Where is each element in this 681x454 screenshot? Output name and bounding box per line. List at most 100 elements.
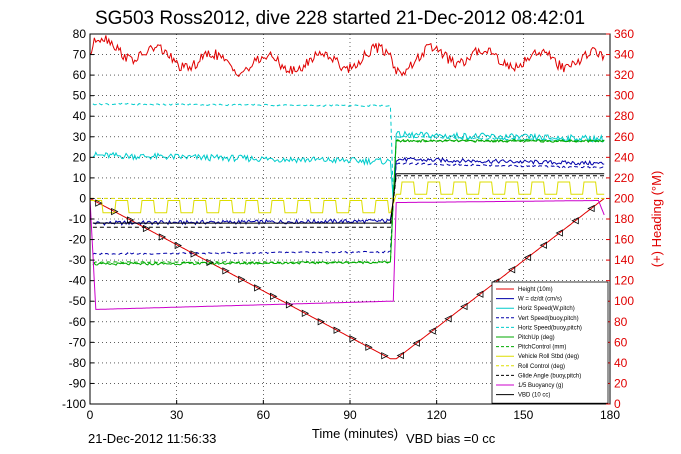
height-marker: [174, 241, 183, 250]
y2-tick-label: 160: [614, 233, 634, 247]
height-marker: [587, 204, 595, 213]
height-marker: [523, 253, 532, 262]
y-tick-label: -70: [69, 335, 87, 349]
legend-box: [491, 281, 609, 404]
y-tick-label: 40: [73, 109, 87, 123]
y2-tick-label: 120: [614, 274, 634, 288]
series-line: [92, 175, 605, 228]
height-marker: [571, 217, 579, 225]
series-line: [89, 197, 605, 360]
series-line: [92, 139, 605, 264]
height-marker: [127, 216, 135, 224]
series-line: [92, 130, 605, 202]
height-marker: [396, 351, 404, 360]
series-layer: [89, 35, 605, 360]
height-marker: [190, 250, 198, 258]
x-tick-label: 180: [600, 408, 620, 422]
y2-tick-label: 300: [614, 89, 634, 103]
chart-title: SG503 Ross2012, dive 228 started 21-Dec-…: [95, 8, 585, 29]
y-tick-label: -90: [69, 376, 87, 390]
height-marker: [555, 229, 563, 237]
height-marker: [476, 290, 484, 298]
x-axis-label: Time (minutes): [312, 426, 398, 441]
series-line: [92, 156, 605, 226]
height-marker: [428, 327, 436, 335]
y-tick-label: -50: [69, 294, 87, 308]
y2-tick-label: 60: [614, 335, 628, 349]
x-tick-label: 150: [513, 408, 533, 422]
series-line: [92, 102, 605, 200]
height-marker: [301, 309, 310, 317]
height-marker: [539, 241, 547, 249]
height-marker: [317, 318, 326, 326]
height-marker: [270, 292, 278, 300]
axis-ticks: -100-90-80-70-60-50-40-30-20-10010203040…: [62, 27, 634, 422]
legend-entry: 1/5 Buoyancy (g): [518, 383, 563, 389]
height-marker: [111, 207, 119, 216]
legend-entry: VBD (10 cc): [518, 393, 550, 399]
height-marker: [507, 266, 516, 274]
y2-tick-label: 240: [614, 150, 634, 164]
y2-tick-label: 140: [614, 253, 634, 267]
y-tick-label: -60: [69, 315, 87, 329]
legend-entry: Vehicle Roll Stbd (deg): [518, 354, 579, 360]
y2-tick-label: 100: [614, 294, 634, 308]
series-line: [92, 162, 605, 256]
y2-tick-label: 220: [614, 171, 634, 185]
height-marker: [238, 275, 246, 284]
x-tick-label: 120: [427, 408, 447, 422]
height-marker: [333, 326, 341, 334]
height-marker: [206, 258, 214, 267]
height-marker: [222, 267, 230, 275]
y-tick-label: -10: [69, 212, 87, 226]
height-marker: [285, 301, 294, 309]
y-tick-label: -100: [62, 397, 86, 411]
height-marker: [381, 352, 389, 360]
x-tick-label: 0: [87, 408, 94, 422]
y2-tick-label: 360: [614, 27, 634, 41]
y-tick-label: -40: [69, 274, 87, 288]
legend-entry: W = dz/dt (cm/s): [518, 297, 562, 303]
x-tick-label: 90: [343, 408, 357, 422]
y-tick-label: 70: [73, 48, 87, 62]
y-tick-label: -20: [69, 233, 87, 247]
legend-entry: Height (10m): [518, 287, 553, 293]
y2-tick-label: 320: [614, 68, 634, 82]
y2-tick-label: 200: [614, 191, 634, 205]
series-line: [92, 138, 605, 266]
legend-entry: Horiz Speed(buoy,pitch): [518, 325, 582, 331]
y-tick-label: 20: [73, 150, 87, 164]
y-tick-label: -80: [69, 356, 87, 370]
footer-vbd-bias: VBD bias =0 cc: [406, 431, 496, 446]
height-marker: [95, 199, 103, 207]
height-marker: [142, 224, 151, 233]
y-tick-label: 80: [73, 27, 87, 41]
y2-tick-label: 20: [614, 376, 628, 390]
height-marker: [412, 339, 420, 347]
height-marker: [460, 302, 468, 311]
legend-entry: Glide Angle (buoy,pitch): [518, 373, 581, 379]
footer-timestamp: 21-Dec-2012 11:56:33: [88, 431, 216, 446]
legend-entry: Vert Speed(buoy,pitch): [518, 316, 579, 322]
y2-axis-label: (+) Heading (°M): [649, 171, 664, 268]
height-marker: [365, 343, 373, 351]
legend-entry: PitchControl (mm): [518, 345, 566, 351]
height-marker: [254, 284, 262, 292]
height-marker: [349, 335, 357, 343]
y-tick-label: 30: [73, 130, 87, 144]
y2-tick-label: 180: [614, 212, 634, 226]
legend: Height (10m) W = dz/dt (cm/s) Horiz Speed(…: [491, 281, 609, 404]
x-tick-label: 60: [257, 408, 271, 422]
y2-tick-label: 0: [614, 397, 621, 411]
y2-tick-label: 260: [614, 130, 634, 144]
y2-tick-label: 80: [614, 315, 628, 329]
y-tick-label: 10: [73, 171, 87, 185]
y-tick-label: 60: [73, 68, 87, 82]
height-marker: [444, 315, 452, 323]
series-line: [89, 198, 605, 310]
legend-entry: Roll Control (deg): [518, 364, 565, 370]
y-tick-label: -30: [69, 253, 87, 267]
series-line: [89, 35, 605, 78]
height-marker: [158, 233, 167, 241]
